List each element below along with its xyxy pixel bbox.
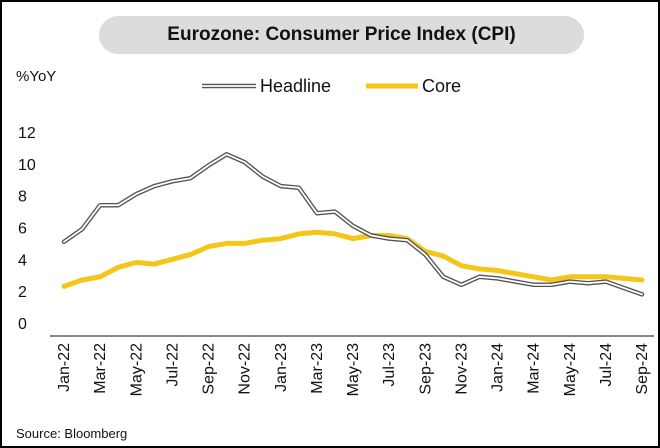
y-tick-label: 0 <box>18 316 27 333</box>
y-tick-label: 6 <box>18 221 27 238</box>
x-tick-label: May-22 <box>128 343 145 396</box>
x-tick-label: Jan-24 <box>490 343 507 392</box>
x-tick-label: Mar-24 <box>526 343 543 394</box>
x-tick-label: Jul-24 <box>598 343 615 387</box>
x-tick-label: Jan-23 <box>273 343 290 392</box>
y-tick-label: 2 <box>18 284 27 301</box>
y-axis-label: %YoY <box>16 68 56 85</box>
x-tick-label: Sep-24 <box>634 343 651 395</box>
x-tick-label: May-24 <box>562 343 579 396</box>
x-axis: Jan-22 Mar-22 May-22 Jul-22 Sep-22 Nov-22 Jan-… <box>50 335 654 396</box>
series-headline-line-inner <box>63 153 643 296</box>
series-headline-line-outer <box>61 152 645 297</box>
legend-headline-label: Headline <box>260 76 331 96</box>
y-tick-label: 10 <box>18 157 36 174</box>
chart-title: Eurozone: Consumer Price Index (CPI) <box>99 16 584 54</box>
x-tick-label: Mar-22 <box>92 343 109 394</box>
x-tick-label: Mar-23 <box>309 343 326 394</box>
y-tick-label: 8 <box>18 189 27 206</box>
x-tick-label: Nov-23 <box>453 343 470 395</box>
x-tick-label: Jul-23 <box>381 343 398 387</box>
legend-core-label: Core <box>422 76 461 96</box>
y-tick-label: 12 <box>18 125 36 142</box>
x-tick-label: May-23 <box>345 343 362 396</box>
x-tick-label: Jul-22 <box>164 343 181 387</box>
y-axis: 0 2 4 6 8 10 12 <box>18 125 36 333</box>
series-group <box>61 152 645 297</box>
x-tick-label: Sep-22 <box>201 343 218 395</box>
x-tick-label: Nov-22 <box>237 343 254 395</box>
x-tick-label: Sep-23 <box>417 343 434 395</box>
source-note: Source: Bloomberg <box>16 426 128 441</box>
x-tick-label: Jan-22 <box>56 343 73 392</box>
series-core-line <box>61 229 645 289</box>
y-tick-label: 4 <box>18 252 27 269</box>
legend: Headline Core <box>202 76 461 96</box>
